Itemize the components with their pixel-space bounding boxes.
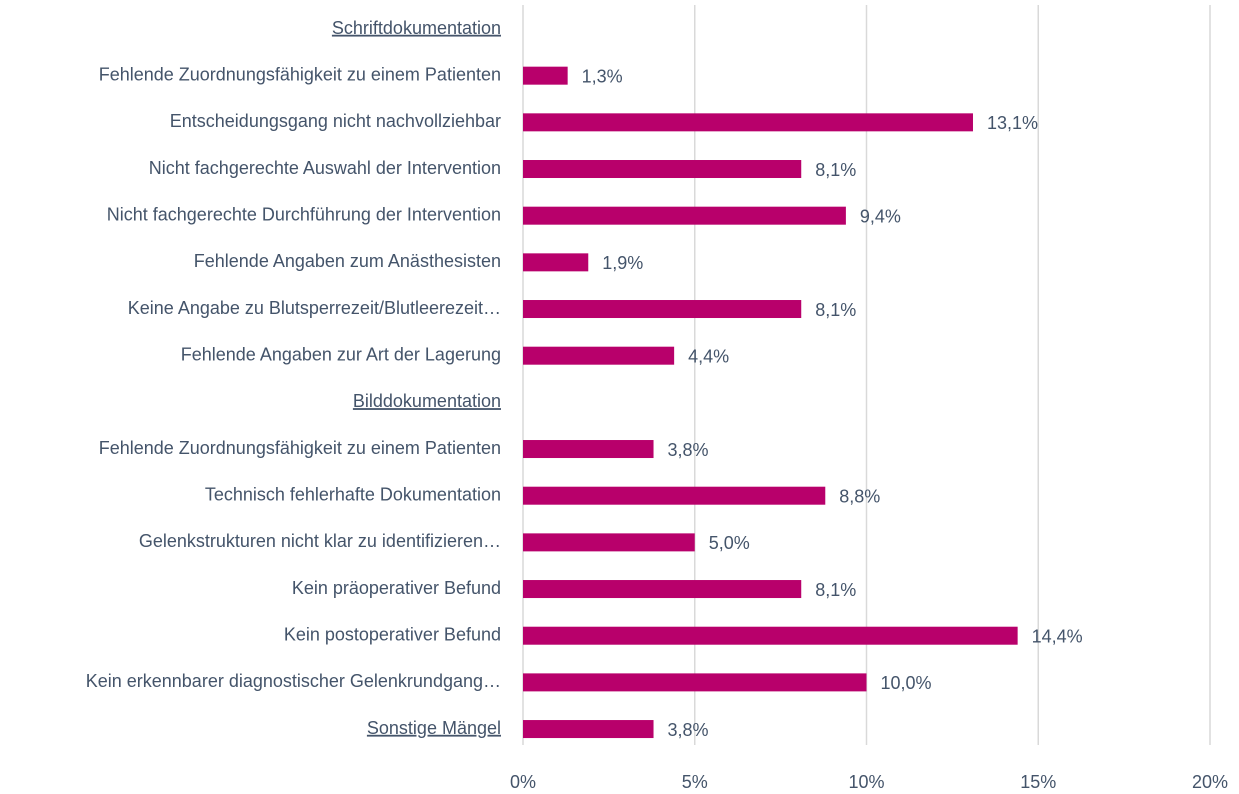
data-label: 10,0% xyxy=(881,673,932,693)
data-label: 8,1% xyxy=(815,580,856,600)
data-label: 14,4% xyxy=(1032,626,1083,646)
bar xyxy=(523,580,802,599)
data-label: 8,1% xyxy=(815,160,856,180)
bar xyxy=(523,346,675,365)
y-tick-label: Kein präoperativer Befund xyxy=(292,578,501,598)
data-label: 1,3% xyxy=(582,66,623,86)
data-label: 8,1% xyxy=(815,300,856,320)
x-tick-label: 0% xyxy=(510,772,536,792)
bar xyxy=(523,720,654,739)
bar xyxy=(523,626,1018,645)
data-label: 4,4% xyxy=(688,346,729,366)
y-tick-label: Technisch fehlerhafte Dokumentation xyxy=(205,484,501,504)
bar xyxy=(523,673,867,692)
y-tick-label: Nicht fachgerechte Auswahl der Intervent… xyxy=(149,158,501,178)
bar xyxy=(523,486,826,505)
y-tick-label: Schriftdokumentation xyxy=(332,18,501,38)
bar xyxy=(523,160,802,179)
x-tick-label: 15% xyxy=(1020,772,1056,792)
data-label: 1,9% xyxy=(602,253,643,273)
y-tick-label: Sonstige Mängel xyxy=(367,718,501,738)
data-label: 3,8% xyxy=(668,440,709,460)
y-tick-label: Bilddokumentation xyxy=(353,391,501,411)
bar xyxy=(523,113,973,132)
y-tick-label: Entscheidungsgang nicht nachvollziehbar xyxy=(170,111,501,131)
y-tick-label: Keine Angabe zu Blutsperrezeit/Blutleere… xyxy=(128,298,501,318)
bar xyxy=(523,440,654,459)
data-label: 5,0% xyxy=(709,533,750,553)
bar xyxy=(523,253,589,272)
y-tick-label: Fehlende Angaben zum Anästhesisten xyxy=(194,251,501,271)
y-tick-label: Fehlende Zuordnungsfähigkeit zu einem Pa… xyxy=(99,64,501,84)
data-label: 8,8% xyxy=(839,486,880,506)
y-tick-label: Fehlende Angaben zur Art der Lagerung xyxy=(181,344,501,364)
data-label: 13,1% xyxy=(987,113,1038,133)
data-label: 9,4% xyxy=(860,206,901,226)
bar xyxy=(523,206,846,225)
y-tick-label: Kein postoperativer Befund xyxy=(284,624,501,644)
bar xyxy=(523,533,695,552)
y-tick-label: Kein erkennbarer diagnostischer Gelenkru… xyxy=(86,671,501,691)
x-tick-label: 20% xyxy=(1192,772,1228,792)
bar xyxy=(523,300,802,319)
y-tick-label: Fehlende Zuordnungsfähigkeit zu einem Pa… xyxy=(99,438,501,458)
bar xyxy=(523,66,568,85)
x-tick-label: 10% xyxy=(848,772,884,792)
x-tick-label: 5% xyxy=(682,772,708,792)
data-label: 3,8% xyxy=(668,720,709,740)
y-tick-label: Nicht fachgerechte Durchführung der Inte… xyxy=(107,204,501,224)
y-tick-label: Gelenkstrukturen nicht klar zu identifiz… xyxy=(139,531,501,551)
